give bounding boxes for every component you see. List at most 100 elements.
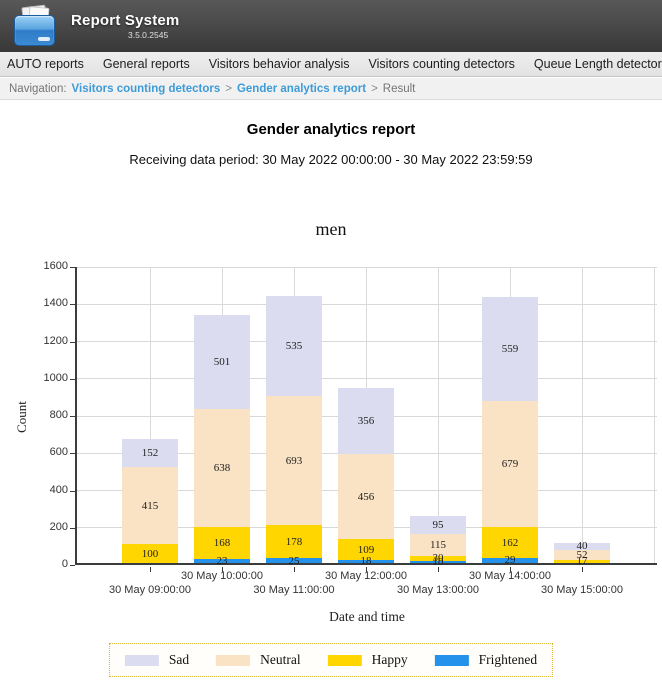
bar-segment-happy xyxy=(554,559,610,563)
y-tick-label: 1000 xyxy=(43,371,68,384)
legend-label-sad: Sad xyxy=(168,652,190,667)
x-tick xyxy=(510,567,511,572)
breadcrumb: Navigation: Visitors counting detectors > G… xyxy=(0,78,662,100)
breadcrumb-link-visitors-counting-detectors[interactable]: Visitors counting detectors xyxy=(71,82,221,95)
x-axis-title: Date and time xyxy=(329,609,405,624)
legend-swatch-happy xyxy=(327,654,362,666)
stacked-bar-4: 18 109 456 356 xyxy=(338,388,394,567)
legend-entry-sad: Sad xyxy=(124,652,190,668)
x-tick xyxy=(582,567,583,572)
gridline-h xyxy=(77,341,657,342)
y-tick-label: 400 xyxy=(49,483,68,496)
bar-value-neutral: 415 xyxy=(141,499,159,512)
y-tick xyxy=(70,304,75,306)
bar-value-neutral: 693 xyxy=(285,454,303,467)
x-tick-label: 30 May 12:00:00 xyxy=(325,570,407,582)
breadcrumb-link-gender-analytics-report[interactable]: Gender analytics report xyxy=(236,82,367,95)
bar-segment-neutral xyxy=(338,454,394,540)
y-tick xyxy=(70,490,75,492)
bar-segment-frightened xyxy=(482,557,538,563)
bar-value-happy: 100 xyxy=(141,547,159,560)
legend-entry-neutral: Neutral xyxy=(216,652,301,668)
gridline-h xyxy=(77,303,657,305)
stacked-bar-1: 100 415 152 xyxy=(122,438,178,563)
y-tick xyxy=(70,267,75,268)
app-version: 3.5.0.2545 xyxy=(128,30,169,40)
bar-value-sad: 95 xyxy=(432,519,444,532)
bar-segment-neutral xyxy=(482,400,538,528)
bar-value-sad: 356 xyxy=(357,415,375,428)
bar-segment-happy xyxy=(122,544,178,563)
y-tick-label: 200 xyxy=(49,520,68,533)
bar-segment-neutral xyxy=(122,467,178,545)
legend-swatch-frightened xyxy=(434,654,469,666)
bar-segment-sad xyxy=(338,388,394,455)
bar-value-happy: 178 xyxy=(285,535,303,548)
x-tick-label: 30 May 11:00:00 xyxy=(253,584,335,596)
breadcrumb-separator: > xyxy=(225,82,232,95)
bar-segment-frightened xyxy=(338,559,394,563)
y-tick-label: 0 xyxy=(61,558,68,570)
bar-value-frightened: 25 xyxy=(288,554,300,567)
bar-value-happy: 168 xyxy=(213,537,231,550)
breadcrumb-label: Navigation: xyxy=(9,82,67,95)
menu-item-visitors-behavior-analysis[interactable]: Visitors behavior analysis xyxy=(208,57,350,71)
bar-segment-sad xyxy=(482,296,538,401)
x-tick xyxy=(438,567,439,572)
gridline-v xyxy=(437,267,439,563)
x-tick xyxy=(222,567,223,572)
bar-value-sad: 535 xyxy=(285,340,303,353)
bar-value-neutral: 52 xyxy=(576,549,588,561)
bar-value-neutral: 115 xyxy=(429,538,447,551)
gridline-v xyxy=(149,267,151,563)
breadcrumb-current-result: Result xyxy=(382,82,416,95)
stacked-bar-3: 25 178 693 535 xyxy=(266,296,322,567)
report-system-logo-icon xyxy=(13,4,57,47)
legend-swatch-neutral xyxy=(216,654,251,666)
y-tick-label: 1600 xyxy=(43,260,68,272)
x-tick-label: 30 May 15:00:00 xyxy=(541,584,623,596)
y-tick xyxy=(70,527,75,529)
legend-entry-frightened: Frightened xyxy=(434,652,538,668)
menu-item-queue-length-detectors[interactable]: Queue Length detectors xyxy=(533,57,662,71)
menu-item-general-reports[interactable]: General reports xyxy=(102,57,190,71)
y-tick-label: 600 xyxy=(49,446,68,459)
bar-value-sad: 559 xyxy=(501,342,519,355)
bar-value-sad: 152 xyxy=(141,446,159,459)
bar-value-frightened: 23 xyxy=(216,554,228,567)
legend-entry-happy: Happy xyxy=(327,652,408,668)
bar-segment-sad xyxy=(266,296,322,397)
bar-segment-sad xyxy=(122,438,178,468)
page-title: Gender analytics report xyxy=(246,121,416,138)
main-menu: AUTO reports General reports Visitors beha… xyxy=(0,52,662,77)
bar-value-frightened: 29 xyxy=(504,554,516,567)
stacked-bar-5: 10 30 115 95 xyxy=(410,516,466,568)
bar-value-happy: 17 xyxy=(576,555,588,568)
stacked-bar-6: 29 162 679 559 xyxy=(482,296,538,567)
app-header: Report System 3.5.0.2545 xyxy=(0,0,662,52)
bar-segment-frightened xyxy=(266,558,322,563)
y-tick xyxy=(70,341,75,343)
bar-value-happy: 162 xyxy=(501,536,519,549)
chart-legend: Sad Neutral Happy Frightened xyxy=(108,643,554,677)
bar-value-frightened: 10 xyxy=(432,556,444,569)
bar-segment-sad xyxy=(194,315,250,409)
menu-item-auto-reports[interactable]: AUTO reports xyxy=(7,57,84,71)
x-tick xyxy=(294,567,295,572)
y-tick xyxy=(70,453,75,455)
chart-plot-area: 100 415 152 23 168 638 501 25 178 693 535 18 109 456 3… xyxy=(75,266,657,568)
report-period: Receiving data period: 30 May 2022 00:00… xyxy=(129,152,533,167)
bar-value-sad: 40 xyxy=(576,540,588,553)
bar-segment-happy xyxy=(410,555,466,562)
bar-value-happy: 109 xyxy=(357,543,375,556)
app-title: Report System xyxy=(71,12,180,29)
legend-label-frightened: Frightened xyxy=(478,652,538,667)
bar-segment-happy xyxy=(482,527,538,558)
gridline-h xyxy=(77,266,657,268)
bar-segment-happy xyxy=(338,539,394,560)
bar-value-sad: 501 xyxy=(213,355,231,368)
menu-item-visitors-counting-detectors[interactable]: Visitors counting detectors xyxy=(368,57,515,71)
bar-segment-sad xyxy=(410,516,466,535)
bar-value-neutral: 638 xyxy=(213,462,231,475)
gridline-v xyxy=(653,267,655,563)
